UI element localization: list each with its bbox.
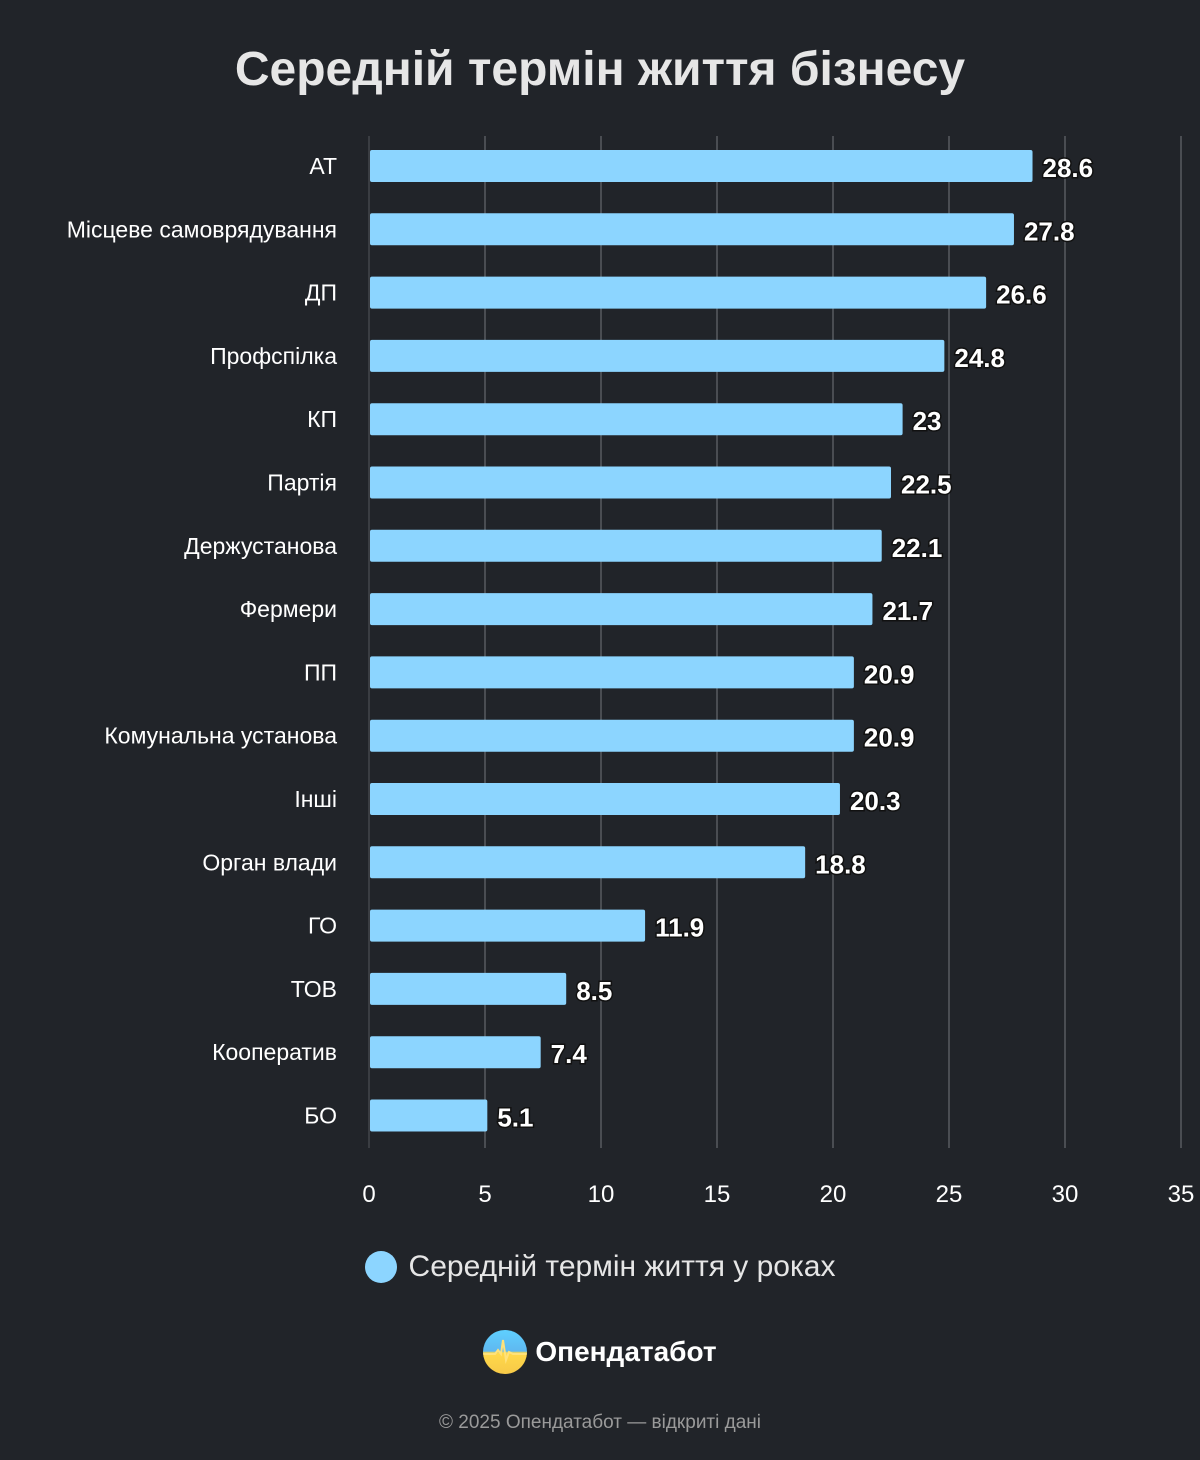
category-label: Місцеве самоврядування bbox=[67, 216, 337, 242]
data-label: 5.1 bbox=[497, 1103, 533, 1133]
data-label: 21.7 bbox=[882, 596, 933, 626]
x-tick-label: 0 bbox=[362, 1181, 375, 1208]
legend: Середній термін життя у роках bbox=[0, 1250, 1200, 1284]
bar bbox=[370, 529, 882, 562]
data-label: 28.6 bbox=[1043, 153, 1094, 183]
brand: Опендатабот bbox=[0, 1330, 1200, 1374]
data-label: 27.8 bbox=[1024, 216, 1075, 246]
bar bbox=[370, 719, 854, 752]
category-label: Партія bbox=[267, 470, 337, 496]
x-tick-label: 15 bbox=[704, 1181, 731, 1208]
bar bbox=[370, 339, 945, 372]
category-label: ГО bbox=[308, 913, 337, 939]
category-label: АТ bbox=[309, 153, 337, 179]
bar bbox=[370, 150, 1033, 182]
category-label: Фермери bbox=[240, 596, 337, 622]
data-label: 22.1 bbox=[892, 533, 943, 563]
category-label: ДП bbox=[305, 280, 337, 306]
category-label: Комунальна установа bbox=[104, 723, 337, 749]
bar bbox=[370, 972, 567, 1005]
bar bbox=[370, 213, 1014, 246]
legend-swatch-icon bbox=[364, 1251, 397, 1283]
data-label: 26.6 bbox=[996, 280, 1047, 310]
legend-label: Середній термін життя у роках bbox=[408, 1250, 836, 1283]
category-label: Інші bbox=[294, 786, 337, 812]
category-label: КП bbox=[307, 406, 337, 432]
chart-title: Середній термін життя бізнесу bbox=[234, 43, 966, 96]
data-label: 8.5 bbox=[576, 976, 612, 1006]
x-tick-label: 5 bbox=[478, 1181, 491, 1208]
category-label: Орган влади bbox=[202, 849, 337, 875]
bar bbox=[370, 466, 891, 499]
bar bbox=[370, 846, 806, 879]
bar bbox=[370, 403, 903, 436]
x-tick-label: 30 bbox=[1052, 1181, 1079, 1208]
bar bbox=[370, 656, 854, 689]
category-label: ПП bbox=[304, 659, 337, 685]
data-label: 24.8 bbox=[954, 343, 1005, 373]
footer-copyright: © 2025 Опендатабот — відкриті дані bbox=[439, 1412, 761, 1433]
bar bbox=[370, 593, 873, 626]
category-label: ТОВ bbox=[291, 976, 337, 1002]
data-label: 11.9 bbox=[655, 913, 704, 943]
bar bbox=[370, 909, 646, 942]
bar bbox=[370, 1099, 488, 1132]
category-label: БО bbox=[304, 1103, 337, 1129]
data-label: 20.9 bbox=[864, 723, 915, 753]
data-label: 22.5 bbox=[901, 470, 952, 500]
bar bbox=[370, 276, 987, 309]
opendatabot-logo-icon bbox=[483, 1330, 528, 1374]
data-label: 20.3 bbox=[850, 786, 901, 816]
category-label: Кооператив bbox=[212, 1039, 337, 1065]
bar-chart: 0 5 10 15 20 25 30 35 АТ 28.6 Місцеве самоврядуван… bbox=[67, 136, 1195, 1208]
data-label: 7.4 bbox=[551, 1039, 588, 1069]
bar bbox=[370, 783, 840, 815]
x-tick-label: 25 bbox=[936, 1181, 963, 1208]
x-tick-label: 35 bbox=[1168, 1181, 1195, 1208]
x-tick-label: 20 bbox=[820, 1181, 847, 1208]
x-tick-label: 10 bbox=[588, 1181, 615, 1208]
data-label: 20.9 bbox=[864, 659, 915, 689]
category-label: Держустанова bbox=[184, 533, 337, 559]
brand-name: Опендатабот bbox=[535, 1336, 717, 1367]
category-label: Профспілка bbox=[210, 343, 337, 369]
data-label: 18.8 bbox=[815, 849, 866, 879]
bar bbox=[370, 1036, 541, 1069]
data-label: 23 bbox=[913, 406, 942, 436]
